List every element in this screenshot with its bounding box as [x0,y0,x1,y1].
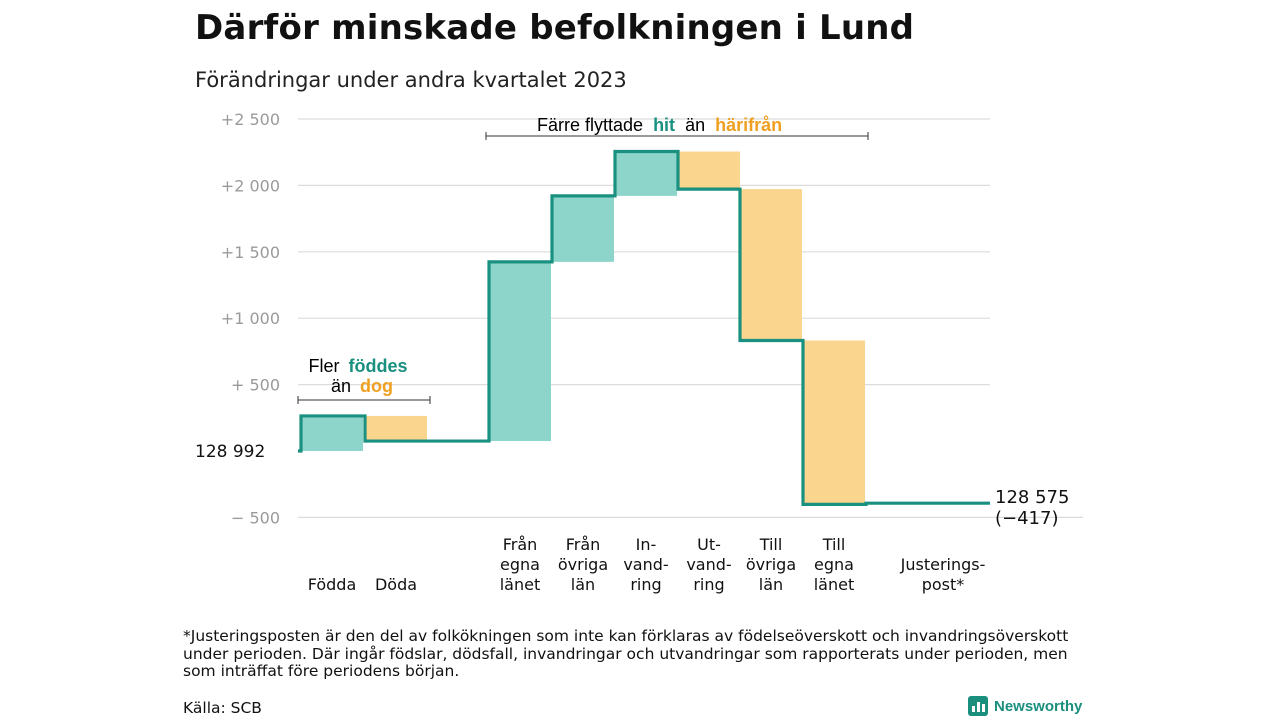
x-axis-label: In-vand-ring [623,535,668,594]
footnote: *Justeringsposten är den del av folkökni… [183,627,1069,680]
bar-födda [301,415,363,451]
brand-name: Newsworthy [994,697,1083,715]
y-tick-label: − 500 [231,508,280,527]
source: Källa: SCB [183,699,262,717]
x-axis-label: Från övriga län [558,535,608,594]
bar-från-egna-länet [489,261,551,442]
annotation-text: Fler [308,356,339,376]
annotation-highlight-died: dog [360,376,393,396]
x-axis-label: Ut-vand-ring [686,535,731,594]
bar-till-övriga-län [740,189,802,341]
y-tick-label: + 500 [231,376,280,395]
x-axis-label: Till egna länet [814,535,855,594]
bar-till-egna-länet [803,340,865,505]
x-axis-label: Döda [375,575,417,594]
x-axis-label: Till övriga län [746,535,796,594]
brand-logo: Newsworthy [968,696,1082,716]
annotation-highlight-harifran: härifrån [715,115,782,135]
x-axis-label: Justerings-post* [900,555,986,594]
bar-döda [365,415,427,442]
annotation-migration-bracket [485,132,869,140]
annotation-births-line1: Fler föddes [308,356,407,376]
y-tick-label: +2 000 [221,176,280,195]
annotation-highlight-born: föddes [349,356,408,376]
newsworthy-icon [968,696,988,716]
bar-från-övriga-län [552,195,614,262]
x-axis-label: Från egna länet [500,535,541,594]
end-value-label: 128 575 [995,487,1069,508]
annotation-text: än [331,376,351,396]
annotation-highlight-hit: hit [653,115,675,135]
end-change-label: (−417) [995,508,1058,529]
cumulative-step-line [298,149,990,506]
annotation-births-bracket [297,396,431,404]
bar-ut-vand-ring [678,151,740,190]
annotation-births-line2: än dog [331,376,393,396]
y-tick-label: +1 000 [221,309,280,328]
y-tick-label: +2 500 [221,110,280,129]
y-tick-label: +1 500 [221,243,280,262]
x-axis-label: Födda [308,575,357,594]
bar-in-vand-ring [615,151,677,196]
annotation-migration: Färre flyttade hit än härifrån [537,115,782,135]
chart-title: Därför minskade befolkningen i Lund [195,8,915,48]
chart-subtitle: Förändringar under andra kvartalet 2023 [195,68,627,92]
annotation-text: än [685,115,705,135]
annotation-text: Färre flyttade [537,115,643,135]
y-tick-label: 128 992 [195,442,265,462]
